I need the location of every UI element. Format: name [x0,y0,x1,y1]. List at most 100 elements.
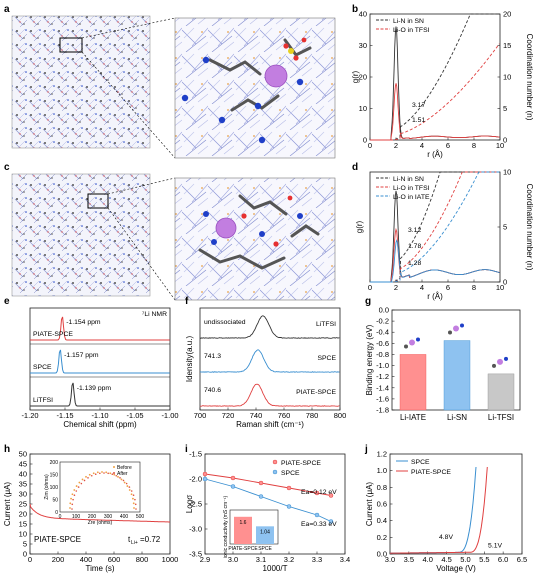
y2-axis-label: Coordination number (n) [525,184,534,271]
legend-entry: Li-O in IATE [393,194,430,201]
impedance-point [73,489,75,491]
axes-frame [370,172,500,282]
y-tick-label: -1.4 [376,383,389,392]
series-rdf-line [370,191,499,282]
x-tick-label: 800 [136,555,149,564]
impedance-point [69,502,71,504]
arrhenius-point [203,477,207,481]
impedance-point [135,508,137,510]
y-axis-label: g(r) [355,220,364,233]
x-tick-label: 3.0 [228,555,238,564]
category-label: Li-IATE [400,413,426,422]
y-tick-label: 0 [23,550,27,559]
impedance-point [71,504,73,506]
y-tick-label: -1.2 [376,372,389,381]
y-tick-label: 0.6 [377,500,387,509]
onset-annotation: 4.8V [439,534,453,541]
impedance-point [74,494,76,496]
y-tick-label: 1.2 [377,450,387,459]
impedance-point [123,480,125,482]
lithium-ion [216,218,236,238]
x-axis-label: Time (s) [85,564,114,573]
lsv-chart-j: 3.0 3.5 4.0 4.5 5.0 5.5 6.0 6.50.00.20.40.60.81… [365,450,527,574]
x-tick-label: 2 [394,283,398,292]
series-cn-line [370,172,499,282]
x-tick-label: 6.5 [517,555,527,564]
impedance-point [129,489,131,491]
x-tick-label: 3.3 [312,555,322,564]
lsv-line [390,467,476,553]
impedance-point [119,477,121,479]
x-tick-label: 8 [472,141,476,150]
inset-category-label: SPCE [258,546,272,552]
series-cn-line [370,172,499,282]
arrhenius-point [287,505,291,509]
impedance-point [111,473,113,475]
x-tick-label: 0 [368,141,372,150]
impedance-point [87,477,89,479]
y-tick-label: 20 [19,510,27,519]
rdf-chart-b: 0 2 4 6 8 1001020304005101520r (Å)g(r) Coordin… [351,10,534,160]
y2-tick-label: 5 [503,223,507,232]
inset-category-label: PIATE-SPCE [228,546,258,552]
arrhenius-point [287,486,291,490]
impedance-point [75,490,77,492]
impedance-point [109,472,111,474]
onset-annotation: 5.1V [488,542,502,549]
impedance-point [91,475,93,477]
y-tick-label: 45 [19,460,27,469]
y-tick-label: 50 [19,450,27,459]
x-axis-label: Voltage (V) [436,564,476,573]
y-tick-label: -1.6 [376,394,389,403]
series-rdf-line [370,27,499,140]
molecule-atom-icon [416,337,420,341]
y-tick-label: 1.0 [377,466,387,475]
y-tick-label: 0 [363,136,367,145]
md-zoom-c [175,178,335,300]
spectrum-name: SPCE [33,364,52,371]
arrhenius-point [203,472,207,476]
nmr-chart-e: -1.20 -1.15 -1.10 -1.05 -1.00Chemical shift … [21,308,178,429]
inset-x-tick-label: 500 [136,514,145,520]
inset-x-tick-label: 0 [59,514,62,520]
x-tick-label: 4 [420,141,424,150]
y-tick-label: 0.2 [377,533,387,542]
spectrum-annotation: 741.3 [204,353,221,360]
y-tick-label: -2.0 [189,475,202,484]
legend-marker [273,460,277,464]
impedance-point [76,485,78,487]
annotation-3-17: 3.17 [412,102,425,109]
x-tick-label: 0 [368,283,372,292]
y-tick-label: 10 [359,104,367,113]
impedance-point [105,471,107,473]
y2-axis-label: Coordination number (n) [525,34,534,121]
impedance-point [135,504,137,506]
x-tick-label: 6 [446,283,450,292]
activation-energy-annotation: Ea=0.12 eV [301,489,337,496]
legend-entry: PIATE-SPCE [281,460,321,467]
md-zoom-a [175,18,335,158]
panel-label-c: c [4,162,10,173]
nmr-title: ⁷Li NMR [142,311,167,318]
molecule-atom-icon [504,357,508,361]
x-axis-label: r (Å) [427,150,443,159]
axes-frame [370,14,500,140]
sample-label: PIATE-SPCE [34,535,81,544]
spectrum-name: PIATE-SPCE [296,389,336,396]
impedance-point [71,508,73,510]
binding-energy-bar [488,374,514,410]
impedance-point [133,494,135,496]
y-tick-label: 40 [19,470,27,479]
y-axis-label: Idensity(a.u.) [185,336,194,383]
impedance-point [126,485,128,487]
spectrum-name: PIATE-SPCE [33,331,73,338]
y2-tick-label: 20 [503,10,511,19]
panel-label-e: e [4,296,10,307]
y2-tick-label: 15 [503,41,511,50]
x-tick-label: -1.00 [161,411,178,420]
activation-energy-annotation: Ea=0.33 eV [301,521,337,528]
y-tick-label: -0.6 [376,339,389,348]
arrhenius-point [259,495,263,499]
transference-subscript: Li+ [131,540,138,546]
impedance-point [78,482,80,484]
